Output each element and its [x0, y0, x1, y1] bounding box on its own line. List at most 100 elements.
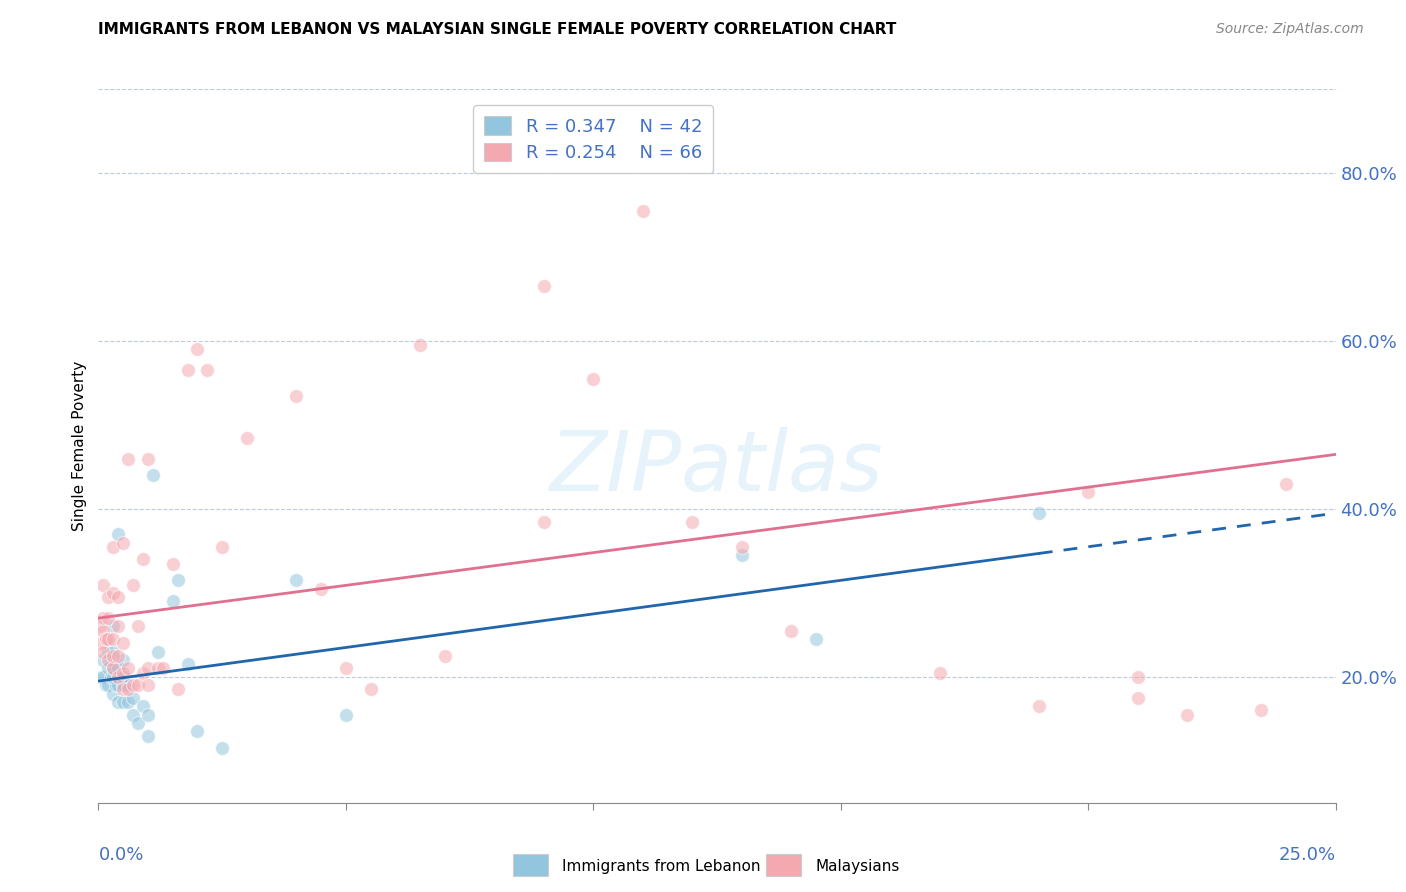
Point — [117, 451, 139, 466]
Point — [1275, 476, 1298, 491]
Point — [360, 682, 382, 697]
Point — [103, 619, 125, 633]
Y-axis label: Single Female Poverty: Single Female Poverty — [72, 361, 87, 531]
Point — [93, 645, 115, 659]
Point — [132, 552, 155, 566]
Point — [582, 372, 605, 386]
Point — [107, 590, 129, 604]
Point — [335, 661, 357, 675]
Point — [112, 636, 135, 650]
Point — [93, 653, 115, 667]
Point — [93, 577, 115, 591]
Point — [107, 619, 129, 633]
Text: ZIPatlas: ZIPatlas — [550, 427, 884, 508]
Point — [335, 707, 357, 722]
Point — [112, 678, 135, 692]
Point — [104, 678, 127, 692]
Point — [1077, 485, 1099, 500]
Point — [631, 203, 654, 218]
Point — [176, 657, 198, 672]
Text: Malaysians: Malaysians — [815, 859, 900, 874]
FancyBboxPatch shape — [766, 854, 801, 876]
Point — [928, 665, 950, 680]
Point — [146, 661, 169, 675]
Point — [309, 582, 332, 596]
Point — [409, 338, 432, 352]
Point — [1028, 699, 1050, 714]
Point — [117, 682, 139, 697]
Point — [112, 653, 135, 667]
Point — [166, 682, 188, 697]
Point — [186, 343, 208, 357]
Point — [103, 586, 125, 600]
Point — [103, 661, 125, 675]
Point — [176, 363, 198, 377]
Text: IMMIGRANTS FROM LEBANON VS MALAYSIAN SINGLE FEMALE POVERTY CORRELATION CHART: IMMIGRANTS FROM LEBANON VS MALAYSIAN SIN… — [98, 22, 897, 37]
Point — [97, 653, 120, 667]
Point — [107, 527, 129, 541]
Point — [804, 632, 827, 646]
Point — [122, 690, 145, 705]
Point — [285, 389, 308, 403]
Point — [146, 645, 169, 659]
Point — [107, 695, 129, 709]
Point — [236, 431, 259, 445]
Point — [97, 632, 120, 646]
Point — [103, 687, 125, 701]
Point — [152, 661, 174, 675]
Point — [97, 678, 120, 692]
Point — [780, 624, 803, 638]
Point — [1126, 690, 1149, 705]
Point — [731, 548, 754, 562]
Point — [122, 678, 145, 692]
Point — [103, 645, 125, 659]
Point — [127, 619, 149, 633]
Point — [162, 557, 184, 571]
Point — [127, 678, 149, 692]
Point — [211, 741, 233, 756]
Point — [731, 540, 754, 554]
Point — [132, 665, 155, 680]
Point — [142, 468, 165, 483]
Point — [103, 632, 125, 646]
Text: 0.0%: 0.0% — [98, 846, 143, 863]
Point — [107, 661, 129, 675]
Point — [90, 670, 112, 684]
Point — [112, 695, 135, 709]
Point — [93, 611, 115, 625]
Point — [122, 707, 145, 722]
Point — [136, 678, 159, 692]
Point — [166, 574, 188, 588]
Point — [162, 594, 184, 608]
Point — [107, 678, 129, 692]
FancyBboxPatch shape — [513, 854, 548, 876]
Point — [1028, 506, 1050, 520]
Point — [1126, 670, 1149, 684]
Point — [97, 611, 120, 625]
Point — [90, 636, 112, 650]
Point — [97, 645, 120, 659]
Point — [94, 632, 117, 646]
Point — [186, 724, 208, 739]
Point — [132, 699, 155, 714]
Point — [117, 678, 139, 692]
Point — [112, 665, 135, 680]
Legend: R = 0.347    N = 42, R = 0.254    N = 66: R = 0.347 N = 42, R = 0.254 N = 66 — [474, 105, 713, 173]
Point — [97, 661, 120, 675]
Point — [112, 535, 135, 549]
Text: Source: ZipAtlas.com: Source: ZipAtlas.com — [1216, 22, 1364, 37]
Point — [681, 515, 703, 529]
Point — [136, 451, 159, 466]
Point — [112, 682, 135, 697]
Text: 25.0%: 25.0% — [1278, 846, 1336, 863]
Point — [117, 695, 139, 709]
Point — [103, 661, 125, 675]
Point — [112, 670, 135, 684]
Point — [89, 619, 111, 633]
Text: Immigrants from Lebanon: Immigrants from Lebanon — [562, 859, 761, 874]
Point — [103, 670, 125, 684]
Point — [285, 574, 308, 588]
Point — [136, 661, 159, 675]
Point — [1175, 707, 1198, 722]
Point — [533, 279, 555, 293]
